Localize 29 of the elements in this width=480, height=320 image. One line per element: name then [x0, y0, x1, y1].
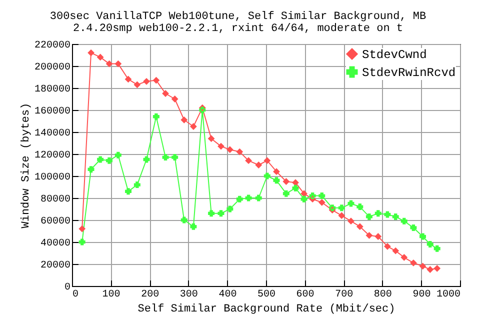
y-tick-label: 160000 [34, 106, 70, 118]
text: 2.4.20smp web100-2.2.1, rxint 64/64, moderate on t [72, 23, 404, 35]
y-tick-label: 140000 [34, 128, 70, 140]
x-tick-label: 400 [218, 290, 237, 300]
y-tick-label: 220000 [34, 40, 70, 52]
y-tick-label: 80000 [40, 194, 70, 206]
y-tick-label: 100000 [34, 172, 70, 184]
y-tick-label: 120000 [34, 150, 70, 162]
x-axis-title: Self Similar Background Rate (Mbit/sec) [138, 304, 396, 316]
y-tick-label: 40000 [40, 238, 70, 250]
y-tick-label: 180000 [34, 84, 70, 96]
x-tick-label: 1000 [436, 290, 460, 300]
x-tick-label: 600 [296, 290, 314, 300]
y-axis-title: Window Size (bytes) [20, 102, 32, 228]
x-tick-label: 300 [180, 290, 198, 300]
text: 300sec VanillaTCP Web100tune, Self Similar Background, MB [50, 11, 426, 23]
legend-label: StdevRwinRcvd [362, 66, 456, 80]
y-tick-label: 60000 [40, 216, 70, 228]
x-tick-label: 0 [72, 290, 79, 300]
x-tick-label: 900 [412, 290, 431, 300]
x-tick-label: 200 [141, 290, 160, 300]
x-tick-label: 700 [335, 290, 354, 300]
y-tick-label: 200000 [34, 62, 70, 74]
y-tick-label: 20000 [40, 260, 70, 272]
legend-label: StdevCwnd [362, 48, 427, 62]
x-tick-label: 500 [257, 290, 276, 300]
y-tick-label: 0 [64, 282, 70, 294]
x-tick-label: 100 [102, 290, 120, 300]
x-tick-label: 800 [374, 290, 392, 300]
